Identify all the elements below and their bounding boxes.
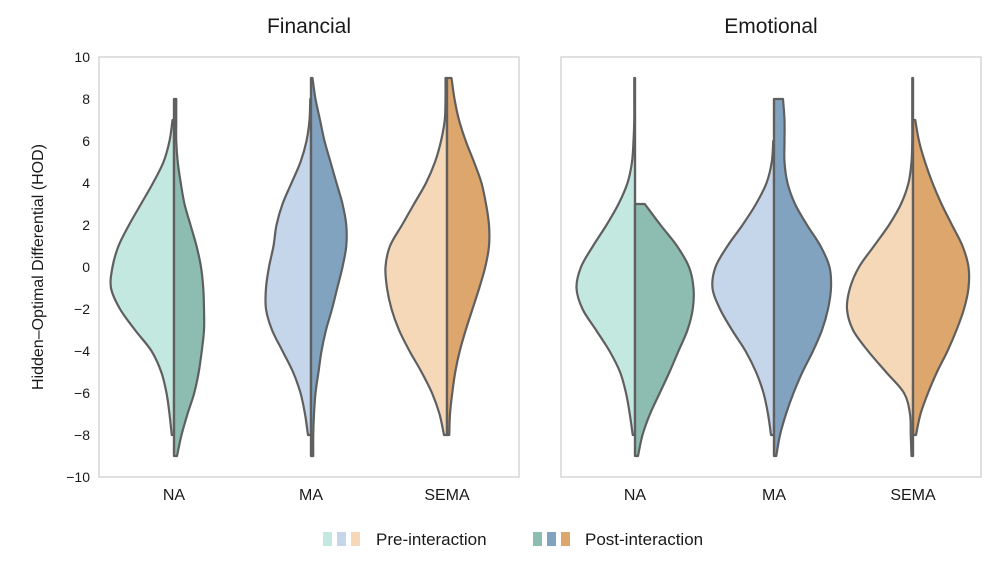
violin-pre-emotional-na xyxy=(575,76,637,437)
violin-pre-financial-na xyxy=(109,118,176,437)
legend-label-pre: Pre-interaction xyxy=(376,530,487,549)
legend-swatch-post-sema xyxy=(561,532,570,546)
legend-label-post: Post-interaction xyxy=(585,530,703,549)
violin-pre-financial-sema xyxy=(384,76,449,437)
legend-swatch-post-ma xyxy=(547,532,556,546)
x-tick-financial-ma: MA xyxy=(299,487,323,504)
panel-emotional: Emotional NA MA SEMA xyxy=(560,15,982,504)
violin-post-emotional-sema xyxy=(911,118,971,437)
violin-post-financial-ma xyxy=(309,76,348,458)
violin-post-financial-sema xyxy=(445,76,491,437)
violins-financial xyxy=(109,76,491,458)
x-tick-emotional-ma: MA xyxy=(762,487,786,504)
panel-financial: Financial NA MA SEMA −10 −8 −6 −4 −2 0 2 4 6 8 10 xyxy=(66,15,520,504)
x-tick-financial-sema: SEMA xyxy=(424,487,470,504)
panel-title-emotional: Emotional xyxy=(724,15,817,38)
x-tick-emotional-sema: SEMA xyxy=(890,487,936,504)
violin-pre-emotional-ma xyxy=(711,139,776,437)
x-tick-financial-na: NA xyxy=(163,487,186,504)
y-tick-4: 4 xyxy=(82,175,90,191)
legend: Pre-interaction Post-interaction xyxy=(323,530,703,549)
y-tick--10: −10 xyxy=(66,469,90,485)
violin-post-financial-na xyxy=(172,97,206,458)
violins-emotional xyxy=(575,76,971,458)
violin-post-emotional-ma xyxy=(772,97,833,458)
y-tick--4: −4 xyxy=(74,343,90,359)
violin-post-emotional-na xyxy=(633,202,695,458)
x-tick-emotional-na: NA xyxy=(624,487,647,504)
panel-title-financial: Financial xyxy=(267,15,351,38)
legend-swatch-pre-na xyxy=(323,532,332,546)
y-axis-label: Hidden–Optimal Differential (HOD) xyxy=(30,144,47,390)
x-tick-labels-emotional: NA MA SEMA xyxy=(624,487,936,504)
y-tick--8: −8 xyxy=(74,427,90,443)
panel-frame-emotional xyxy=(560,56,982,478)
violin-pre-financial-ma xyxy=(264,97,313,437)
y-tick--2: −2 xyxy=(74,301,90,317)
y-tick--6: −6 xyxy=(74,385,90,401)
y-tick-10: 10 xyxy=(74,49,90,65)
x-tick-labels-financial: NA MA SEMA xyxy=(163,487,470,504)
y-tick-8: 8 xyxy=(82,91,90,107)
legend-swatch-pre-ma xyxy=(337,532,346,546)
legend-swatch-pre-sema xyxy=(351,532,360,546)
y-tick-0: 0 xyxy=(82,259,90,275)
legend-swatch-post-na xyxy=(533,532,542,546)
y-tick-labels: −10 −8 −6 −4 −2 0 2 4 6 8 10 xyxy=(66,49,90,485)
y-tick-6: 6 xyxy=(82,133,90,149)
violin-pre-emotional-sema xyxy=(845,76,915,458)
y-tick-2: 2 xyxy=(82,217,90,233)
panel-frame-financial xyxy=(98,56,520,478)
